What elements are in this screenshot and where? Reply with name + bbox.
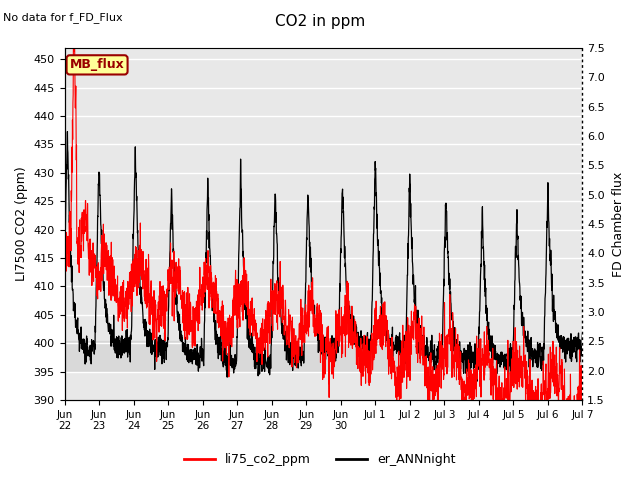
Text: MB_flux: MB_flux (70, 59, 124, 72)
Y-axis label: LI7500 CO2 (ppm): LI7500 CO2 (ppm) (15, 167, 28, 281)
Text: No data for f_FD_Flux: No data for f_FD_Flux (3, 12, 123, 23)
Legend: li75_co2_ppm, er_ANNnight: li75_co2_ppm, er_ANNnight (179, 448, 461, 471)
Text: CO2 in ppm: CO2 in ppm (275, 14, 365, 29)
Bar (65, 341, 582, 371)
Y-axis label: FD Chamber flux: FD Chamber flux (612, 171, 625, 276)
